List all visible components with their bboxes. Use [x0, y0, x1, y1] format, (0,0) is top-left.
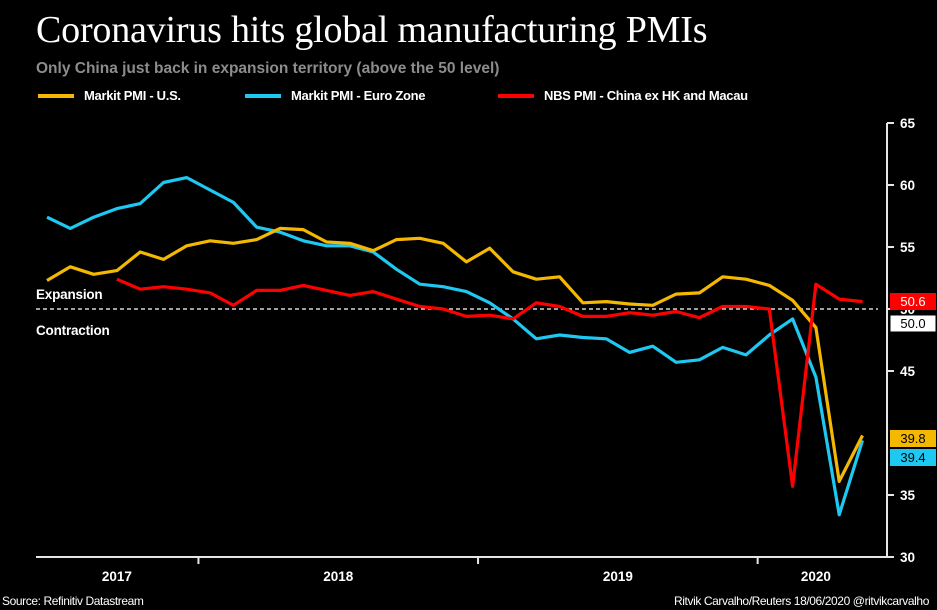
end-label-china-text: 50.6 [900, 294, 925, 309]
end-label-reference: 50.0 [889, 314, 937, 333]
series-line-china [116, 277, 863, 488]
y-tick-label: 55 [900, 240, 916, 255]
credit-note: Ritvik Carvalho/Reuters 18/06/2020 @ritv… [674, 594, 929, 608]
y-tick-label: 30 [900, 550, 915, 565]
end-label-china-box [890, 293, 936, 310]
x-tick-label: 2017 [102, 569, 132, 584]
x-tick-label: 2019 [603, 569, 633, 584]
axes: 656055504535302017201820192020 [36, 116, 916, 584]
legend-item-us: Markit PMI - U.S. [38, 88, 181, 103]
y-tick-label: 65 [900, 116, 916, 131]
legend-label-euro: Markit PMI - Euro Zone [291, 88, 426, 103]
chart-subtitle: Only China just back in expansion territ… [36, 60, 500, 77]
legend-swatch-us [38, 93, 74, 98]
expansion-label: Expansion [36, 287, 102, 302]
end-label-us-box [890, 430, 936, 447]
end-label-china: 50.6 [890, 293, 936, 310]
legend-item-euro: Markit PMI - Euro Zone [245, 88, 426, 103]
legend-item-china: NBS PMI - China ex HK and Macau [498, 88, 748, 103]
legend-swatch-china [498, 93, 534, 98]
value-labels: 50.6 50.0 39.8 39.4 [889, 293, 937, 466]
series-line-us [46, 226, 864, 483]
end-label-us: 39.8 [890, 430, 936, 447]
y-tick-label: 45 [900, 364, 916, 379]
series-line-euro [46, 176, 865, 517]
end-label-us-text: 39.8 [900, 431, 925, 446]
chart-title: Coronavirus hits global manufacturing PM… [36, 9, 708, 51]
end-label-euro: 39.4 [890, 449, 936, 466]
end-label-euro-box [890, 449, 936, 466]
x-tick-label: 2018 [323, 569, 354, 584]
legend-swatch-euro [245, 93, 281, 98]
x-tick-label: 2020 [801, 569, 831, 584]
y-tick-label: 60 [900, 178, 915, 193]
legend-label-us: Markit PMI - U.S. [84, 88, 181, 103]
end-label-reference-text: 50.0 [900, 316, 925, 331]
contraction-label: Contraction [36, 323, 110, 338]
series-group [46, 176, 865, 517]
y-tick-label: 35 [900, 488, 916, 503]
source-note: Source: Refinitiv Datastream [2, 594, 144, 608]
legend-label-china: NBS PMI - China ex HK and Macau [544, 88, 748, 103]
end-label-euro-text: 39.4 [900, 450, 925, 465]
legend: Markit PMI - U.S. Markit PMI - Euro Zone… [0, 88, 937, 108]
end-label-reference-box [889, 314, 937, 333]
